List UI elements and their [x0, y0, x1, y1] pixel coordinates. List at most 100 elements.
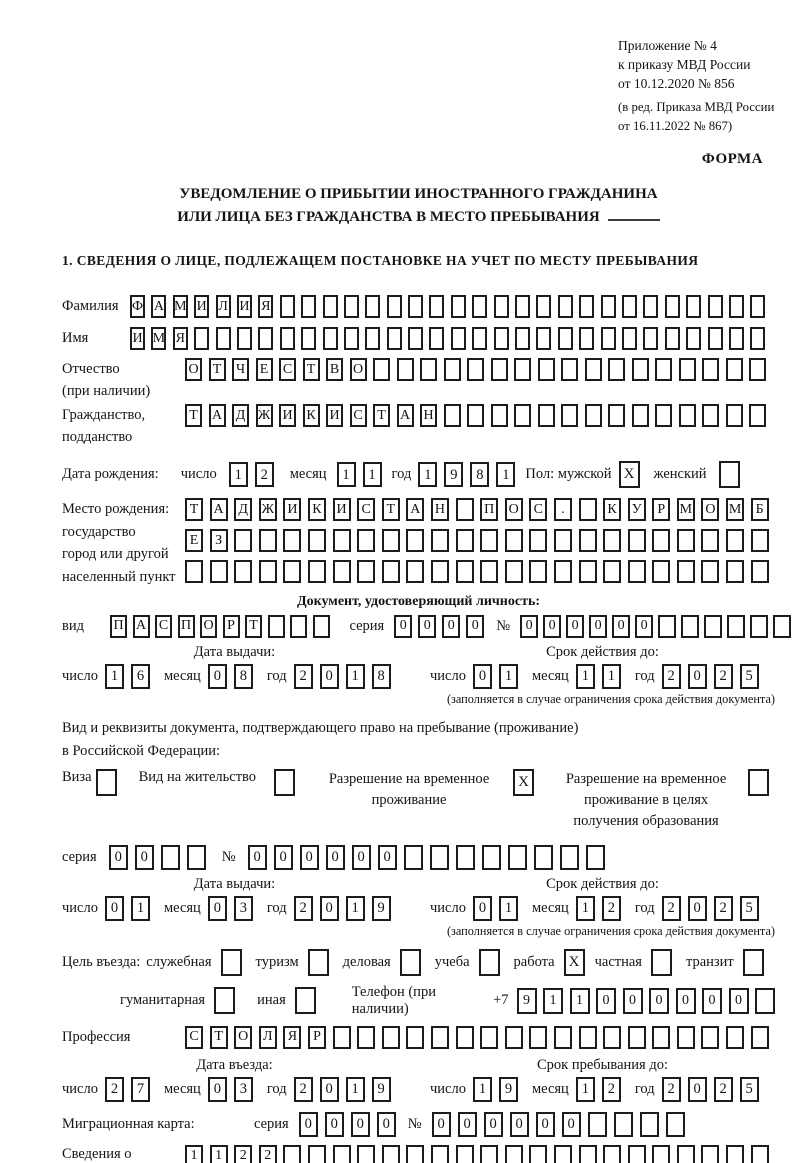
- char-cell[interactable]: [707, 295, 723, 319]
- char-cell[interactable]: [186, 844, 206, 870]
- char-cell[interactable]: [450, 295, 466, 319]
- char-cell[interactable]: 9: [444, 462, 464, 488]
- char-cell[interactable]: [750, 560, 769, 584]
- char-cell[interactable]: 0: [687, 663, 707, 689]
- char-cell[interactable]: [559, 844, 579, 870]
- char-cell[interactable]: [408, 327, 424, 351]
- char-cell[interactable]: [578, 1144, 597, 1163]
- char-cell[interactable]: [726, 560, 745, 584]
- char-cell[interactable]: [381, 1025, 400, 1049]
- char-cell[interactable]: Т: [208, 358, 226, 382]
- char-cell[interactable]: [678, 404, 696, 428]
- char-cell[interactable]: О: [349, 358, 367, 382]
- char-cell[interactable]: Р: [652, 498, 671, 522]
- char-cell[interactable]: [676, 1025, 695, 1049]
- char-cell[interactable]: О: [185, 358, 202, 382]
- char-cell[interactable]: [430, 560, 449, 584]
- char-cell[interactable]: И: [236, 295, 252, 319]
- char-cell[interactable]: [584, 404, 602, 428]
- char-cell[interactable]: [701, 1025, 720, 1049]
- char-cell[interactable]: 1: [228, 462, 248, 488]
- char-cell[interactable]: [750, 614, 769, 638]
- char-cell[interactable]: Р: [307, 1025, 326, 1049]
- char-cell[interactable]: [658, 614, 677, 638]
- char-cell[interactable]: [403, 844, 423, 870]
- char-cell[interactable]: 3: [233, 895, 253, 921]
- char-cell[interactable]: [194, 327, 210, 351]
- char-cell[interactable]: 0: [273, 844, 293, 870]
- char-cell[interactable]: 0: [472, 895, 492, 921]
- char-cell[interactable]: [455, 844, 475, 870]
- char-cell[interactable]: 0: [457, 1111, 477, 1137]
- char-cell[interactable]: А: [132, 614, 150, 638]
- char-cell[interactable]: 0: [108, 844, 128, 870]
- char-cell[interactable]: 0: [466, 614, 485, 638]
- char-cell[interactable]: [357, 1025, 376, 1049]
- char-cell[interactable]: 5: [739, 663, 759, 689]
- char-cell[interactable]: Н: [430, 498, 449, 522]
- char-cell[interactable]: П: [177, 614, 195, 638]
- char-cell[interactable]: 0: [207, 663, 227, 689]
- char-cell[interactable]: 0: [702, 987, 722, 1014]
- char-cell[interactable]: 1: [345, 663, 365, 689]
- char-cell[interactable]: [455, 529, 474, 553]
- char-cell[interactable]: О: [504, 498, 523, 522]
- char-cell[interactable]: 2: [234, 1144, 253, 1163]
- char-cell[interactable]: [608, 358, 625, 382]
- char-cell[interactable]: [627, 529, 646, 553]
- char-cell[interactable]: А: [396, 404, 414, 428]
- char-cell[interactable]: [529, 1144, 548, 1163]
- char-cell[interactable]: [627, 560, 646, 584]
- char-cell[interactable]: [585, 844, 605, 870]
- char-cell[interactable]: [455, 1144, 474, 1163]
- char-cell[interactable]: 0: [472, 663, 492, 689]
- char-cell[interactable]: 0: [376, 1111, 396, 1137]
- char-cell[interactable]: [236, 327, 252, 351]
- char-cell[interactable]: [160, 844, 180, 870]
- char-cell[interactable]: 0: [596, 987, 616, 1014]
- char-cell[interactable]: [429, 295, 445, 319]
- char-cell[interactable]: [381, 529, 400, 553]
- char-cell[interactable]: Т: [381, 498, 400, 522]
- char-cell[interactable]: [283, 1144, 302, 1163]
- char-cell[interactable]: [234, 560, 253, 584]
- char-cell[interactable]: [515, 295, 531, 319]
- char-cell[interactable]: Е: [255, 358, 273, 382]
- char-cell[interactable]: [553, 1025, 572, 1049]
- char-cell[interactable]: М: [726, 498, 745, 522]
- char-cell[interactable]: 1: [496, 462, 516, 488]
- char-cell[interactable]: [553, 560, 572, 584]
- char-cell[interactable]: Н: [420, 404, 437, 428]
- char-cell[interactable]: 0: [319, 1076, 339, 1102]
- char-cell[interactable]: [490, 358, 508, 382]
- char-cell[interactable]: [587, 1111, 607, 1137]
- char-cell[interactable]: 2: [713, 895, 733, 921]
- char-cell[interactable]: 2: [661, 895, 681, 921]
- char-cell[interactable]: [95, 768, 117, 796]
- char-cell[interactable]: 9: [371, 1076, 391, 1102]
- char-cell[interactable]: [631, 404, 649, 428]
- char-cell[interactable]: 2: [293, 1076, 313, 1102]
- char-cell[interactable]: [430, 1025, 449, 1049]
- char-cell[interactable]: [557, 327, 573, 351]
- char-cell[interactable]: 0: [207, 1076, 227, 1102]
- char-cell[interactable]: 1: [601, 663, 621, 689]
- char-cell[interactable]: 1: [130, 895, 150, 921]
- char-cell[interactable]: 2: [713, 663, 733, 689]
- char-cell[interactable]: Б: [750, 498, 769, 522]
- char-cell[interactable]: Л: [258, 1025, 277, 1049]
- char-cell[interactable]: [578, 560, 597, 584]
- char-cell[interactable]: [655, 404, 672, 428]
- char-cell[interactable]: [332, 1025, 351, 1049]
- char-cell[interactable]: [578, 1025, 597, 1049]
- char-cell[interactable]: Т: [185, 498, 203, 522]
- char-cell[interactable]: 2: [293, 895, 313, 921]
- char-cell[interactable]: О: [200, 614, 217, 638]
- char-cell[interactable]: 1: [575, 1076, 595, 1102]
- char-cell[interactable]: [504, 1144, 523, 1163]
- char-cell[interactable]: Р: [222, 614, 240, 638]
- char-cell[interactable]: [533, 844, 553, 870]
- char-cell[interactable]: 1: [498, 895, 518, 921]
- char-cell[interactable]: [579, 327, 595, 351]
- char-cell[interactable]: М: [172, 295, 188, 319]
